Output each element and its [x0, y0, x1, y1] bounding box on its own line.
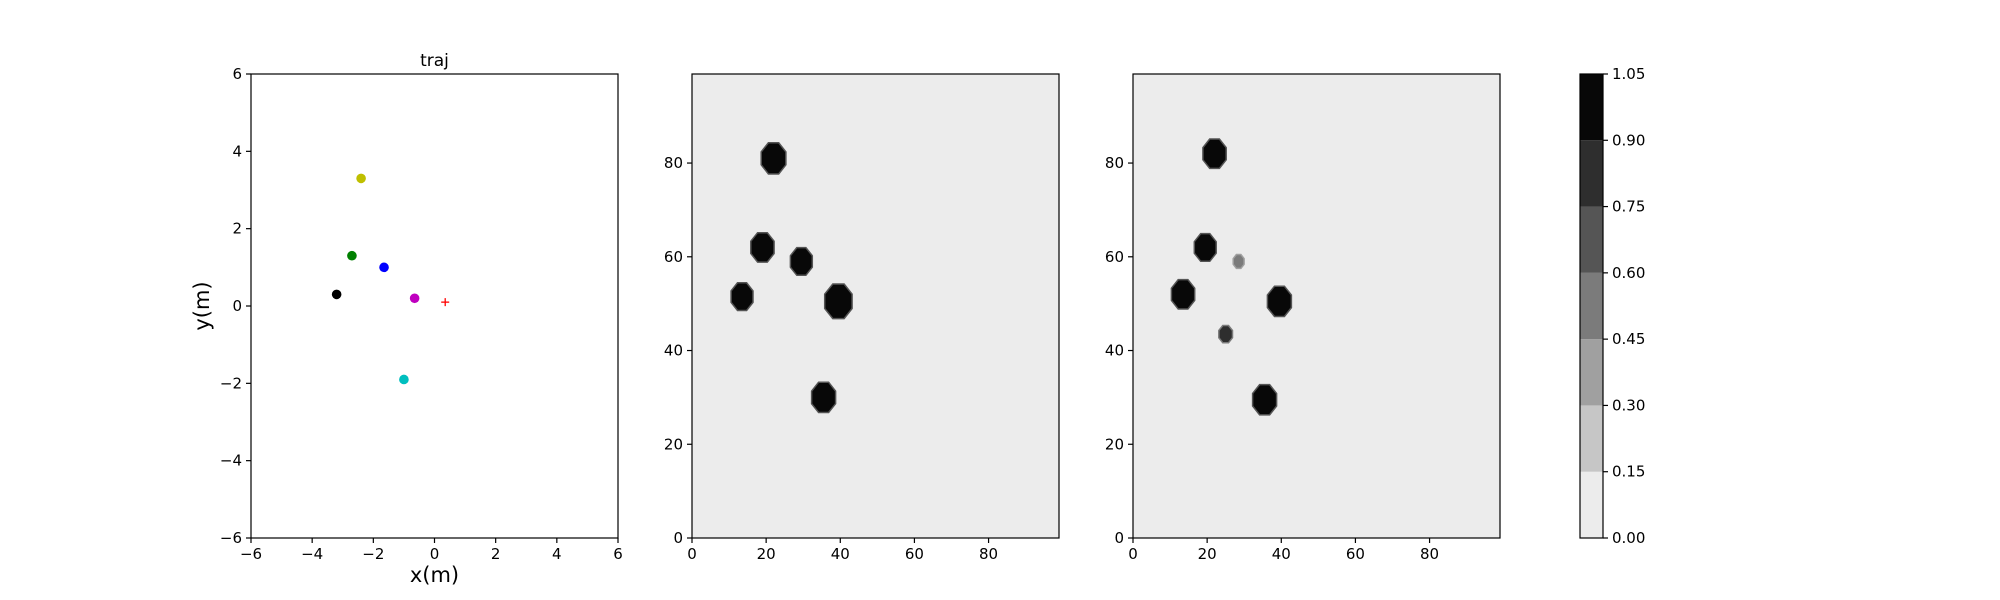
- p2-x-tick-label: 40: [831, 545, 850, 563]
- colorbar-tick-label: 0.90: [1612, 131, 1645, 149]
- p3-blob-0: [1202, 138, 1227, 170]
- traj-point-0: [356, 173, 366, 184]
- p3-blob-5: [1218, 324, 1234, 344]
- p3-blob-6: [1251, 383, 1278, 416]
- p2-y-tick-label: 20: [664, 435, 683, 453]
- traj-point-1: [347, 250, 357, 261]
- p2-blob-0: [760, 142, 787, 175]
- colorbar-tick-label: 1.05: [1612, 65, 1645, 83]
- p2-blob-1: [750, 231, 775, 263]
- colorbar-band-0: [1580, 471, 1603, 538]
- colorbar-band-5: [1580, 140, 1603, 207]
- map-right-frame: [1132, 73, 1501, 539]
- p2-x-tick-label: 20: [757, 545, 776, 563]
- colorbar-tick-label: 0.00: [1612, 529, 1645, 547]
- traj-point-6: [399, 374, 409, 385]
- p2-y-tick-label: 80: [664, 154, 683, 172]
- p3-y-tick-label: 40: [1105, 342, 1124, 360]
- map-left-ticks: 0 20 40 60 80 0 20 40 60 80: [664, 154, 998, 563]
- traj-title: traj: [420, 51, 449, 71]
- p3-blob-2: [1232, 253, 1245, 270]
- colorbar-band-2: [1580, 339, 1603, 406]
- colorbar-ticks: 0.00 0.15 0.30 0.45 0.60 0.75 0.90 1.05: [1603, 65, 1645, 547]
- traj-y-tick-label: −6: [220, 529, 242, 547]
- p3-x-tick-label: 40: [1272, 545, 1291, 563]
- traj-y-tick-label: 0: [232, 297, 242, 315]
- p2-y-tick-label: 0: [673, 529, 683, 547]
- traj-x-tick-label: −2: [362, 545, 384, 563]
- p2-x-tick-label: 60: [905, 545, 924, 563]
- traj-y-tick-label: −4: [220, 452, 242, 470]
- traj-x-tick-label: 6: [613, 545, 623, 563]
- traj-points: [331, 173, 450, 385]
- traj-x-label: x(m): [410, 563, 459, 587]
- p3-blob-1: [1193, 232, 1217, 263]
- traj-y-tick-label: 2: [232, 220, 242, 238]
- p2-x-tick-label: 0: [687, 545, 697, 563]
- colorbar-frame: [1579, 73, 1604, 539]
- traj-x-tick-label: 4: [552, 545, 562, 563]
- map-left-blobs: [730, 142, 853, 414]
- p2-x-tick-label: 80: [979, 545, 998, 563]
- traj-x-tick-label: 0: [430, 545, 440, 563]
- traj-x-tick-label: −6: [240, 545, 262, 563]
- colorbar-tick-label: 0.75: [1612, 198, 1645, 216]
- traj-y-tick-label: 4: [232, 142, 242, 160]
- traj-point-4: [409, 293, 420, 304]
- traj-point-3: [331, 289, 342, 300]
- colorbar-band-3: [1580, 272, 1603, 340]
- map-panel-right: 0 20 40 60 80 0 20 40 60 80: [1105, 73, 1501, 563]
- p3-x-tick-label: 80: [1420, 545, 1439, 563]
- colorbar-tick-label: 0.15: [1612, 463, 1645, 481]
- map-left-frame: [691, 73, 1060, 539]
- colorbar-tick-label: 0.45: [1612, 330, 1645, 348]
- traj-panel: traj −6 −4 −2 0 2 4 6 −6 −4 −2 0 2 4 6 x(m) y(m): [190, 51, 623, 587]
- p2-blob-4: [823, 283, 853, 320]
- colorbar-bands: [1580, 74, 1603, 538]
- traj-x-tick-label: −4: [301, 545, 323, 563]
- map-right-ticks: 0 20 40 60 80 0 20 40 60 80: [1105, 154, 1439, 563]
- map-right-blobs: [1170, 138, 1293, 416]
- traj-frame: [250, 73, 619, 539]
- p3-y-tick-label: 20: [1105, 435, 1124, 453]
- p3-y-tick-label: 80: [1105, 154, 1124, 172]
- p2-y-tick-label: 60: [664, 248, 683, 266]
- p2-blob-2: [789, 246, 814, 277]
- p3-y-tick-label: 60: [1105, 248, 1124, 266]
- p3-x-tick-label: 20: [1198, 545, 1217, 563]
- traj-goal-marker: [441, 298, 450, 307]
- traj-y-tick-label: −2: [220, 374, 242, 392]
- colorbar-band-6: [1580, 74, 1603, 141]
- p2-y-tick-label: 40: [664, 342, 683, 360]
- p3-x-tick-label: 60: [1346, 545, 1365, 563]
- p3-x-tick-label: 0: [1128, 545, 1138, 563]
- colorbar: 0.00 0.15 0.30 0.45 0.60 0.75 0.90 1.05: [1579, 65, 1645, 547]
- map-right-background: [1133, 74, 1500, 538]
- p3-blob-4: [1266, 285, 1293, 318]
- traj-ticks: −6 −4 −2 0 2 4 6 −6 −4 −2 0 2 4 6: [220, 65, 623, 563]
- map-panel-left: 0 20 40 60 80 0 20 40 60 80: [664, 73, 1060, 563]
- colorbar-tick-label: 0.30: [1612, 396, 1645, 414]
- traj-point-2: [379, 262, 389, 273]
- traj-x-tick-label: 2: [491, 545, 501, 563]
- colorbar-tick-label: 0.60: [1612, 264, 1645, 282]
- map-left-background: [692, 74, 1059, 538]
- p2-blob-3: [730, 282, 754, 312]
- p3-y-tick-label: 0: [1114, 529, 1124, 547]
- p2-blob-5: [810, 381, 837, 414]
- colorbar-band-4: [1580, 206, 1603, 273]
- p3-blob-3: [1170, 278, 1196, 310]
- traj-y-tick-label: 6: [232, 65, 242, 83]
- traj-y-label: y(m): [190, 281, 214, 330]
- colorbar-band-1: [1580, 405, 1603, 472]
